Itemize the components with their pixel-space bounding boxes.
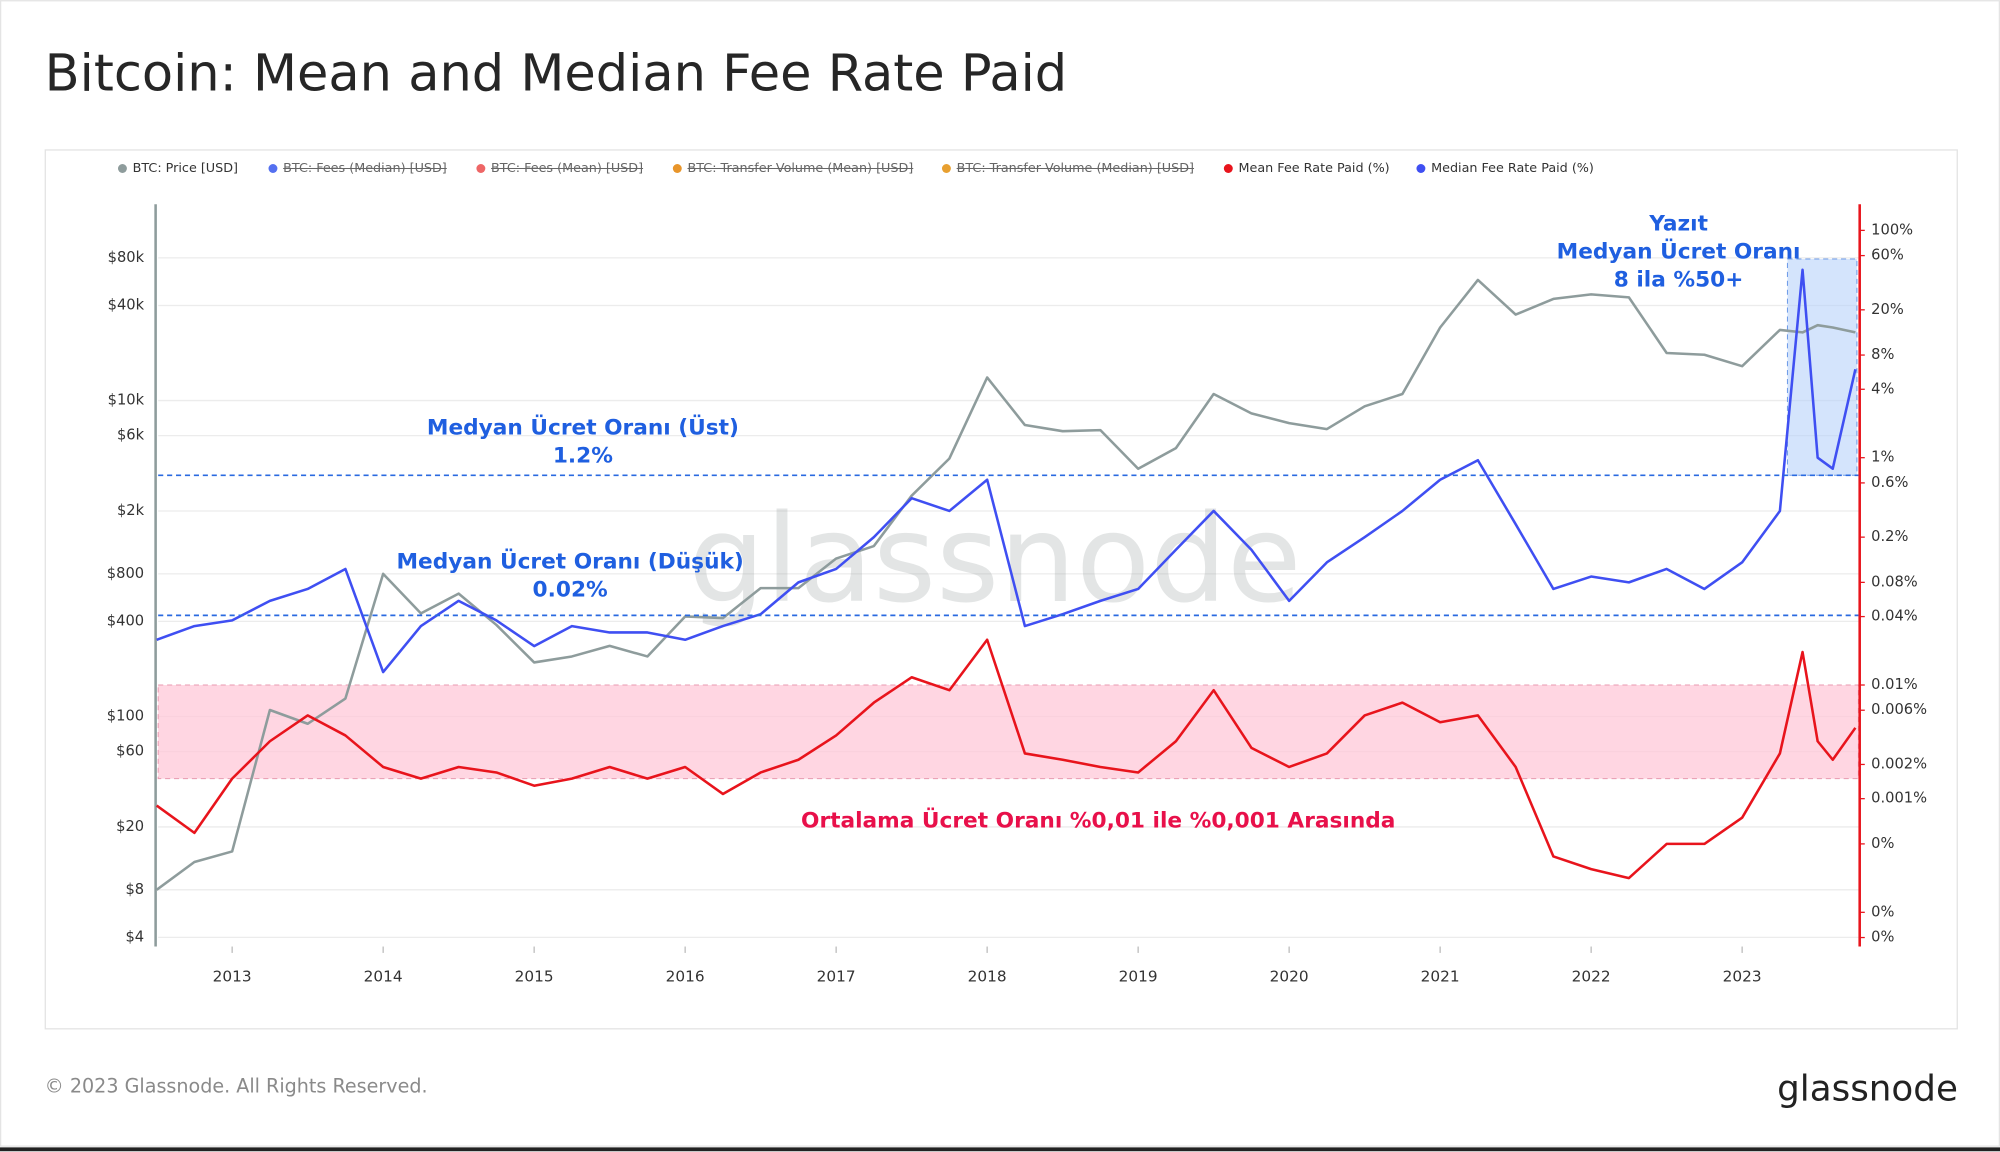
annotation: Medyan Ücret Oranı (Düşük) — [396, 549, 743, 575]
y-tick-label: $100 — [107, 708, 144, 725]
legend-dot — [117, 164, 127, 173]
x-tick-label: 2019 — [1119, 968, 1158, 986]
annotation: Ortalama Ücret Oranı %0,01 ile %0,001 Ar… — [801, 808, 1395, 834]
legend-dot — [672, 164, 682, 173]
y2-tick-label: 0.2% — [1871, 528, 1908, 545]
legend-item[interactable]: BTC: Fees (Median) [USD] — [268, 161, 447, 176]
chart-frame — [44, 149, 1958, 1030]
y2-tick-label: 0.6% — [1871, 474, 1908, 491]
x-tick-label: 2015 — [515, 968, 554, 986]
legend-dot — [1416, 164, 1426, 173]
x-tick-label: 2017 — [817, 968, 856, 986]
chart-title: Bitcoin: Mean and Median Fee Rate Paid — [45, 45, 1068, 104]
legend-item[interactable]: Median Fee Rate Paid (%) — [1416, 161, 1594, 176]
y2-tick-label: 8% — [1871, 346, 1894, 363]
y-tick-label: $4 — [125, 928, 144, 945]
legend-label: Median Fee Rate Paid (%) — [1431, 161, 1594, 176]
y2-tick-label: 4% — [1871, 380, 1894, 397]
legend-label: BTC: Price [USD] — [133, 161, 238, 176]
y2-tick-label: 0.006% — [1871, 701, 1927, 718]
y2-tick-label: 0.04% — [1871, 608, 1918, 625]
series-line — [156, 268, 1857, 674]
legend-item[interactable]: BTC: Transfer Volume (Mean) [USD] — [672, 161, 913, 176]
logo: glassnode — [1777, 1069, 1958, 1110]
legend-item[interactable]: BTC: Fees (Mean) [USD] — [476, 161, 644, 176]
y-tick-label: $6k — [117, 427, 145, 444]
y-tick-label: $800 — [107, 565, 144, 582]
legend-dot — [1223, 164, 1233, 173]
highlight-box — [1786, 258, 1858, 476]
y2-tick-label: 0% — [1871, 903, 1894, 920]
annotation: 1.2% — [553, 444, 613, 469]
x-tick-label: 2013 — [213, 968, 252, 986]
legend-dot — [268, 164, 278, 173]
legend-item[interactable]: Mean Fee Rate Paid (%) — [1223, 161, 1390, 176]
annotation: Medyan Ücret Oranı (Üst) — [427, 415, 739, 441]
y2-tick-label: 0% — [1871, 929, 1894, 946]
series-line — [155, 278, 1856, 891]
y-tick-label: $60 — [116, 743, 144, 760]
legend-dot — [941, 164, 951, 173]
y2-tick-label: 0.002% — [1871, 755, 1927, 772]
y2-tick-label: 0% — [1871, 835, 1894, 852]
series-line — [155, 638, 1857, 880]
y2-tick-label: 1% — [1871, 449, 1894, 466]
x-tick-label: 2022 — [1572, 968, 1611, 986]
legend-item[interactable]: BTC: Transfer Volume (Median) [USD] — [941, 161, 1195, 176]
annotation: Yazıt — [1648, 212, 1708, 237]
legend-item[interactable]: BTC: Price [USD] — [117, 161, 238, 176]
y2-tick-label: 60% — [1871, 247, 1904, 264]
y-tick-label: $8 — [125, 881, 144, 898]
x-tick-label: 2018 — [968, 968, 1007, 986]
y-tick-label: $40k — [108, 296, 145, 313]
y2-tick-label: 20% — [1871, 301, 1904, 318]
y2-tick-label: 100% — [1871, 221, 1913, 238]
y-tick-label: $10k — [108, 392, 145, 409]
footer: © 2023 Glassnode. All Rights Reserved. — [45, 1074, 428, 1097]
x-tick-label: 2020 — [1270, 968, 1309, 986]
y-tick-label: $2k — [117, 502, 145, 519]
y2-tick-label: 0.001% — [1871, 790, 1927, 807]
y2-tick-label: 0.08% — [1871, 573, 1918, 590]
x-tick-label: 2016 — [666, 968, 705, 986]
annotation: 8 ila %50+ — [1614, 268, 1744, 293]
x-tick-label: 2021 — [1421, 968, 1460, 986]
annotation: 0.02% — [533, 578, 608, 603]
y-tick-label: $20 — [116, 818, 144, 835]
y2-tick-label: 0.01% — [1871, 676, 1918, 693]
legend-dot — [476, 164, 486, 173]
fee-band — [157, 684, 1859, 780]
y-tick-label: $400 — [107, 612, 144, 629]
x-tick-label: 2014 — [364, 968, 403, 986]
y-tick-label: $80k — [108, 249, 145, 266]
legend-label: Mean Fee Rate Paid (%) — [1239, 161, 1390, 176]
x-tick-label: 2023 — [1723, 968, 1762, 986]
annotation: Medyan Ücret Oranı — [1557, 239, 1801, 265]
